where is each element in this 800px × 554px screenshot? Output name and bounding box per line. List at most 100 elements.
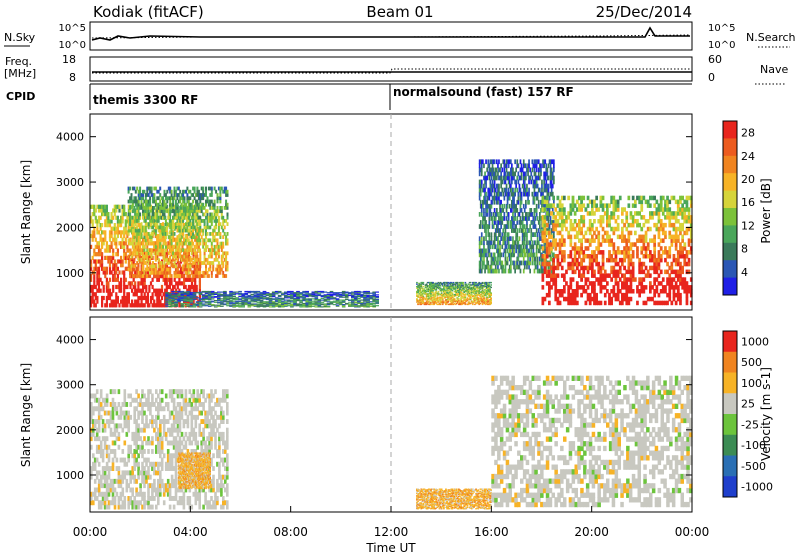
echo-cell (186, 193, 189, 197)
echo-cell (108, 263, 112, 268)
echo-cell (474, 297, 476, 299)
echo-cell (433, 286, 435, 289)
echo-cell (483, 301, 486, 303)
echo-cell (165, 303, 169, 305)
echo-cell (99, 237, 102, 242)
echo-cell (123, 208, 126, 213)
echo-cell (482, 285, 485, 287)
echo-cell (479, 167, 482, 173)
echo-cell (94, 266, 97, 271)
echo-cell (225, 251, 228, 256)
echo-cell (437, 293, 440, 295)
echo-cell (314, 303, 319, 305)
echo-cell (147, 212, 150, 217)
echo-cell (468, 292, 471, 294)
echo-cell (142, 270, 145, 275)
echo-cell (134, 303, 137, 308)
echo-cell (480, 179, 483, 185)
echo-cell (121, 215, 124, 220)
echo-cell (192, 299, 195, 304)
echo-cell (476, 297, 478, 299)
echo-cell (206, 219, 209, 223)
echo-cell (235, 291, 239, 293)
echo-cell (504, 256, 507, 262)
echo-cell (199, 215, 202, 220)
echo-cell (160, 303, 164, 308)
echo-cell (418, 290, 420, 292)
echo-cell (186, 238, 189, 243)
echo-cell (130, 261, 133, 265)
echo-cell (174, 193, 177, 197)
echo-cell (144, 254, 147, 259)
echo-cell (164, 222, 167, 226)
echo-cell (506, 236, 509, 241)
echo-cell (153, 264, 156, 269)
echo-cell (207, 274, 210, 278)
echo-cell (131, 202, 134, 207)
echo-cell (146, 257, 149, 262)
echo-cell (470, 294, 473, 297)
echo-cell (436, 293, 439, 295)
echo-cell (329, 290, 334, 293)
echo-cell (447, 298, 449, 300)
echo-cell (187, 274, 190, 279)
echo-cell (504, 264, 507, 270)
echo-cell (182, 232, 185, 236)
echo-cell (140, 281, 143, 286)
echo-cell (441, 294, 444, 297)
echo-cell (461, 285, 463, 288)
echo-cell (187, 267, 190, 272)
echo-cell (225, 206, 228, 210)
echo-cell (197, 202, 200, 207)
echo-cell (487, 224, 490, 229)
echo-cell (150, 241, 153, 246)
echo-cell (508, 256, 511, 262)
echo-cell (510, 256, 512, 262)
echo-cell (201, 290, 206, 293)
echo-cell (169, 274, 172, 278)
echo-cell (156, 292, 159, 297)
echo-cell (232, 293, 236, 295)
echo-cell (244, 301, 248, 303)
echo-cell (209, 212, 212, 217)
echo-cell (144, 202, 147, 207)
echo-cell (519, 195, 522, 201)
echo-cell (326, 293, 331, 295)
echo-cell (144, 228, 147, 233)
echo-cell (127, 238, 130, 243)
echo-cell (195, 288, 198, 293)
echo-cell (453, 300, 456, 302)
echo-cell (108, 295, 112, 301)
echo-cell (134, 241, 137, 246)
echo-cell (97, 244, 101, 249)
echo-cell (186, 288, 189, 293)
echo-cell (488, 163, 491, 169)
echo-cell (129, 208, 132, 213)
echo-cell (216, 196, 219, 201)
echo-cell (461, 285, 463, 287)
echo-cell (351, 291, 355, 293)
echo-cell (463, 302, 466, 304)
echo-cell (483, 244, 485, 250)
echo-cell (207, 298, 212, 300)
echo-cell (206, 215, 209, 220)
echo-cell (461, 292, 463, 294)
echo-cell (369, 296, 373, 298)
echo-cell (157, 257, 160, 262)
echo-cell (142, 244, 144, 249)
echo-cell (123, 299, 126, 304)
echo-cell (455, 299, 458, 302)
echo-cell (180, 212, 183, 217)
echo-cell (113, 212, 116, 217)
echo-cell (162, 196, 164, 201)
echo-cell (203, 219, 206, 223)
echo-cell (174, 301, 178, 303)
echo-cell (455, 291, 458, 293)
echo-cell (485, 175, 487, 181)
echo-cell (143, 235, 146, 239)
echo-cell (485, 191, 487, 197)
echo-cell (437, 292, 440, 294)
echo-cell (451, 283, 454, 285)
echo-cell (476, 285, 478, 287)
echo-cell (485, 212, 487, 217)
